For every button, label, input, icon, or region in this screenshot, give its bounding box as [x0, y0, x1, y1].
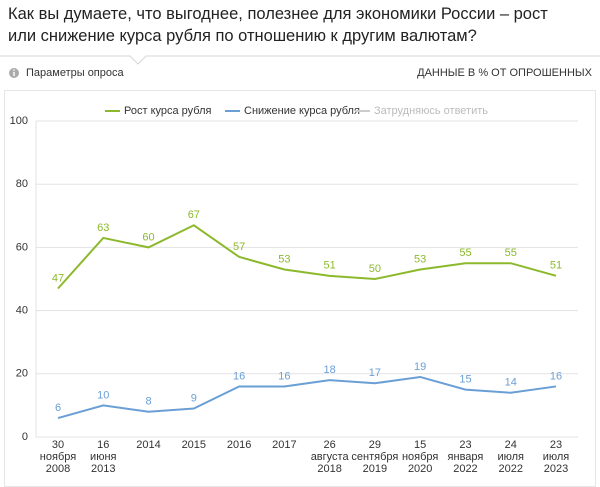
- data-label: 16: [278, 370, 290, 382]
- data-label: 19: [414, 361, 426, 373]
- data-label: 10: [97, 389, 109, 401]
- data-label: 55: [505, 247, 517, 259]
- data-label: 63: [97, 222, 109, 234]
- data-label: 16: [550, 370, 562, 382]
- data-label: 55: [459, 247, 471, 259]
- units-note: ДАННЫЕ В % ОТ ОПРОШЕННЫХ: [417, 67, 593, 79]
- x-tick-label: 2017: [272, 439, 296, 451]
- y-tick-label: 0: [22, 431, 28, 443]
- x-tick-label: 23 января 2022: [448, 439, 484, 475]
- info-icon-dot: [13, 69, 15, 71]
- x-tick-label: 26 августа 2018: [311, 439, 350, 475]
- y-tick-label: 20: [16, 368, 28, 380]
- data-label: 53: [278, 253, 290, 265]
- x-tick-label: 16 июня 2013: [90, 439, 116, 475]
- x-tick-label: 15 ноября 2020: [402, 439, 438, 475]
- data-label: 47: [52, 272, 64, 284]
- x-tick-label: 2015: [182, 439, 206, 451]
- x-tick-label: 24 июля 2022: [497, 439, 524, 475]
- y-tick-label: 100: [10, 115, 28, 127]
- data-label: 60: [142, 231, 154, 243]
- y-tick-label: 40: [16, 305, 28, 317]
- chart-panel: [4, 90, 596, 487]
- data-label: 9: [191, 392, 197, 404]
- x-tick-label: 2014: [136, 439, 160, 451]
- data-label: 67: [188, 209, 200, 221]
- legend-label: Рост курса рубля: [124, 105, 212, 117]
- x-tick-label: 29 сентября 2019: [351, 439, 398, 475]
- data-label: 14: [505, 377, 517, 389]
- data-label: 17: [369, 367, 381, 379]
- data-label: 18: [324, 364, 336, 376]
- info-icon-stem: [13, 72, 15, 76]
- data-label: 53: [414, 253, 426, 265]
- survey-params[interactable]: Параметры опроса: [26, 67, 125, 79]
- legend-label: Затрудняюсь ответить: [374, 105, 488, 117]
- x-tick-label: 30 ноября 2008: [40, 439, 76, 475]
- header-divider: [0, 55, 600, 65]
- data-label: 8: [145, 396, 151, 408]
- series-line: [57, 224, 557, 290]
- legend-label: Снижение курса рубля: [244, 105, 360, 117]
- y-tick-label: 80: [16, 178, 28, 190]
- y-tick-label: 60: [16, 241, 28, 253]
- data-label: 51: [324, 260, 336, 272]
- data-label: 57: [233, 241, 245, 253]
- data-label: 50: [369, 263, 381, 275]
- series-line: [57, 375, 557, 420]
- data-label: 6: [55, 402, 61, 414]
- data-label: 15: [459, 374, 471, 386]
- x-tick-label: 23 июля 2023: [543, 439, 570, 475]
- data-label: 51: [550, 260, 562, 272]
- data-label: 16: [233, 370, 245, 382]
- x-tick-label: 2016: [227, 439, 251, 451]
- page-title: Как вы думаете, что выгоднее, полезнее д…: [8, 5, 548, 45]
